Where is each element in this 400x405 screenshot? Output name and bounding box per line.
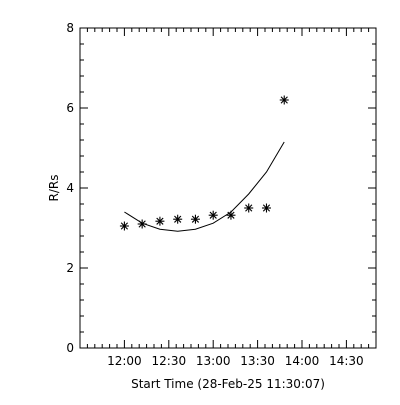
data-points — [119, 95, 289, 231]
data-point — [226, 210, 236, 220]
data-point — [190, 214, 200, 224]
y-tick-label: 6 — [66, 101, 74, 115]
x-axis-label: Start Time (28-Feb-25 11:30:07) — [131, 377, 325, 391]
plot-frame — [79, 27, 377, 349]
y-axis: 0 2 4 6 8 — [66, 21, 376, 355]
data-point — [119, 221, 129, 231]
y-tick-label: 8 — [66, 21, 74, 35]
x-tick-label: 13:00 — [196, 354, 231, 368]
x-tick-label: 14:30 — [329, 354, 364, 368]
x-tick-label: 14:00 — [285, 354, 320, 368]
data-point — [261, 203, 271, 213]
data-point — [244, 203, 254, 213]
y-tick-label: 0 — [66, 341, 74, 355]
x-tick-label: 12:00 — [107, 354, 142, 368]
y-tick-label: 2 — [66, 261, 74, 275]
fit-line — [124, 141, 285, 232]
x-tick-label: 12:30 — [152, 354, 187, 368]
x-tick-label: 13:30 — [240, 354, 275, 368]
x-axis: 12:00 12:30 13:00 13:30 14:00 14:30 — [86, 28, 377, 368]
data-point — [279, 95, 289, 105]
data-point — [208, 210, 218, 220]
data-point — [155, 216, 165, 226]
y-axis-label: R/Rs — [47, 175, 61, 202]
data-point — [173, 214, 183, 224]
data-point — [137, 219, 147, 229]
y-tick-label: 4 — [66, 181, 74, 195]
